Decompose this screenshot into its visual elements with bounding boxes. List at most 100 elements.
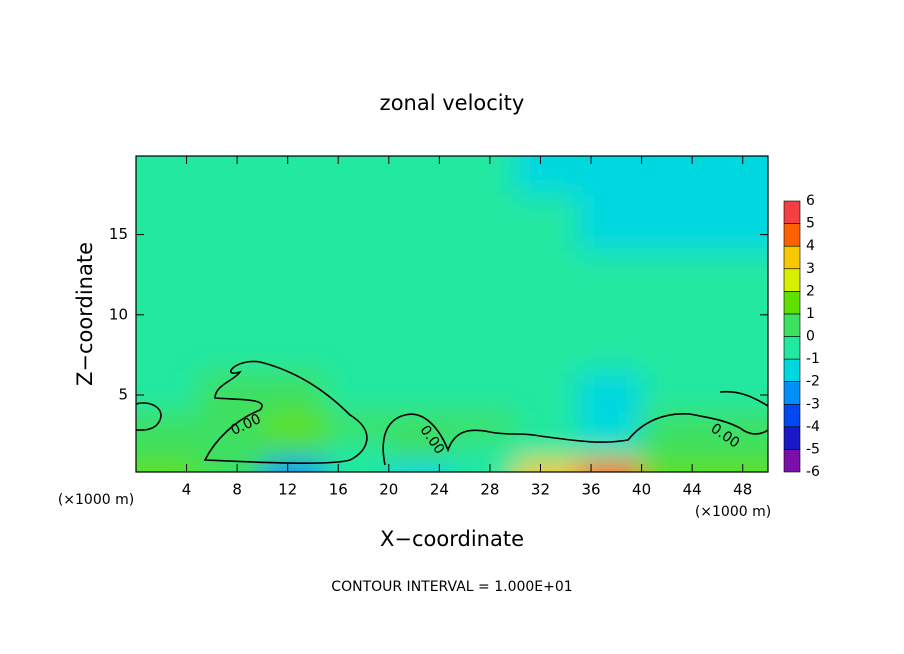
field-cell [704, 194, 768, 252]
colorbar-label: 3 [806, 261, 815, 277]
field-cell [515, 411, 580, 441]
field-cell [136, 439, 201, 461]
chart-title: zonal velocity [380, 91, 525, 115]
field-cell [641, 370, 706, 413]
field-cell [578, 250, 643, 316]
x-tick-label: 40 [632, 481, 651, 499]
field-cell [515, 314, 580, 372]
field-cell [199, 370, 264, 413]
colorbar-label: -6 [806, 464, 820, 480]
field-cell [136, 156, 201, 196]
field-cell [262, 370, 327, 413]
colorbar-label: 4 [806, 238, 815, 254]
colorbar-swatch [783, 449, 801, 473]
field-cell [578, 156, 643, 196]
field-cell [262, 250, 327, 316]
colorbar-swatch [783, 313, 801, 337]
field [136, 156, 768, 472]
colorbar-swatch [783, 336, 801, 360]
field-cell [325, 439, 390, 461]
colorbar-swatch [783, 245, 801, 270]
field-cell [578, 370, 643, 413]
colorbar-label: -4 [806, 419, 820, 435]
field-cell [136, 370, 201, 413]
field-cell [452, 370, 517, 413]
field-cell [388, 156, 453, 196]
colorbar-label: 5 [806, 216, 815, 232]
field-cell [515, 194, 580, 252]
plot-frame [135, 155, 769, 473]
field-cell [515, 439, 580, 461]
field-cell [515, 459, 580, 472]
colorbar-label: 6 [806, 193, 815, 209]
colorbar-label: -1 [806, 351, 820, 367]
field-cell [199, 250, 264, 316]
field-cell [578, 411, 643, 441]
x-tick-label: 24 [430, 481, 449, 499]
x-tick-label: 44 [683, 481, 702, 499]
field-cell [325, 370, 390, 413]
colorbar-swatch [783, 223, 801, 247]
contour-line [136, 402, 162, 431]
field-cell [515, 250, 580, 316]
field-cell [136, 411, 201, 441]
x-tick-label: 12 [278, 481, 297, 499]
field-cell [704, 459, 768, 472]
x-tick-label: 16 [329, 481, 348, 499]
x-unit-label: (×1000 m) [58, 492, 134, 508]
contour-line [203, 360, 368, 464]
field-cell [641, 194, 706, 252]
field-cell [578, 194, 643, 252]
footer: CONTOUR INTERVAL = 1.000E+01 [331, 579, 572, 595]
field-cell [388, 459, 453, 472]
field-cell [136, 314, 201, 372]
contour-line [719, 390, 768, 407]
field-cell [262, 156, 327, 196]
colorbar-label: -2 [806, 374, 820, 390]
colorbar-swatch [783, 200, 801, 224]
field-cell [199, 439, 264, 461]
field-cell [136, 250, 201, 316]
field-cell [704, 439, 768, 461]
x-tick-label: 28 [480, 481, 499, 499]
y-tick-label: 15 [109, 225, 128, 243]
x-tick-label: 4 [182, 481, 192, 499]
field-cell [452, 314, 517, 372]
field-cell [452, 156, 517, 196]
field-cell [452, 250, 517, 316]
field-cell [704, 250, 768, 316]
field-cell [262, 314, 327, 372]
field-cell [199, 194, 264, 252]
colorbar-swatch [783, 268, 801, 292]
field-cell [452, 411, 517, 441]
field-cell [704, 370, 768, 413]
field-cell [641, 459, 706, 472]
field-cell [136, 459, 201, 472]
field-cell [388, 314, 453, 372]
field-cell [704, 156, 768, 196]
colorbar-swatch [783, 426, 801, 450]
field-cell [136, 194, 201, 252]
field-cell [515, 370, 580, 413]
field-cell [578, 439, 643, 461]
colorbar-label: 0 [806, 329, 815, 345]
field-cell [641, 156, 706, 196]
field-cell [578, 459, 643, 472]
field-cell [325, 411, 390, 441]
x-tick-label: 20 [379, 481, 398, 499]
field-cell [452, 459, 517, 472]
colorbar-label: 2 [806, 283, 815, 299]
field-cell [452, 439, 517, 461]
field-cell [388, 194, 453, 252]
field-cell [452, 194, 517, 252]
colorbar-swatch [783, 291, 801, 315]
x-tick-label: 48 [733, 481, 752, 499]
field-cell [199, 156, 264, 196]
contour-line [382, 413, 768, 466]
field-cell [199, 459, 264, 472]
field-cell [199, 411, 264, 441]
colorbar-swatch [783, 358, 801, 382]
y-tick-label: 10 [109, 305, 128, 323]
contours [136, 360, 768, 466]
field-cell [325, 459, 390, 472]
